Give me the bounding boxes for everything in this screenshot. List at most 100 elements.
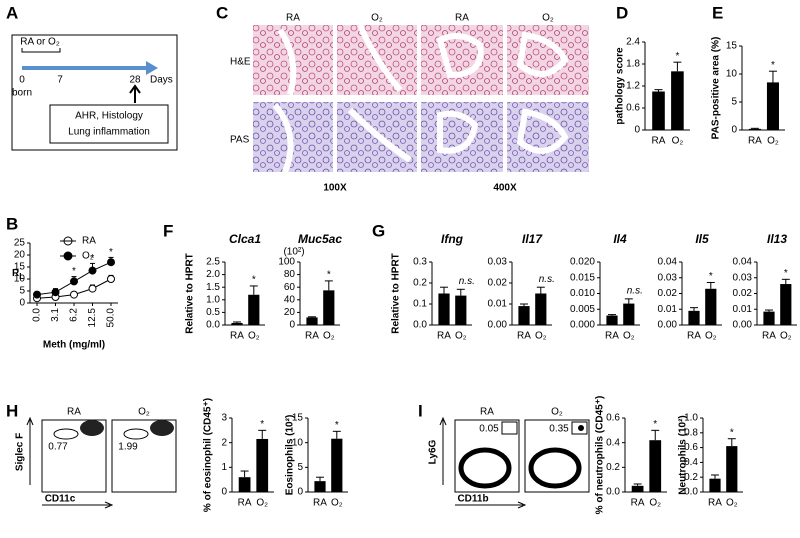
panel-letter: C: [216, 3, 228, 22]
gate-value: 0.77: [48, 442, 68, 453]
significance: *: [260, 419, 264, 430]
error-bar: [308, 316, 316, 318]
x-tick-label: O₂: [256, 498, 268, 509]
error-bar: [240, 470, 249, 478]
gate-value: 0.35: [549, 424, 569, 435]
point: [70, 277, 78, 286]
y-tick-label: 0.005: [570, 304, 595, 315]
x-tick-label: RA: [748, 136, 762, 147]
point: [51, 288, 60, 297]
x-tick-label: O₂: [331, 498, 343, 509]
gate: [501, 421, 518, 435]
error-bar: [654, 89, 663, 92]
y-tick-label: 0.03: [733, 272, 753, 283]
significance: *: [72, 266, 76, 277]
chart-title: Il13: [767, 232, 787, 246]
significance: *: [252, 275, 256, 286]
x-tick-label: O₂: [455, 331, 467, 342]
bar: [535, 293, 547, 325]
bar: [606, 315, 618, 325]
x-tick-label: RA: [605, 331, 619, 342]
y-tick-label: 10: [292, 437, 304, 448]
flow-group: O₂: [138, 407, 150, 418]
x-tick-label: RA: [708, 498, 722, 509]
y-tick-label: 0.02: [658, 288, 678, 299]
error-bar: [316, 476, 324, 482]
significance: *: [653, 419, 657, 430]
bar: [314, 481, 326, 492]
x-axis-label: Meth (mg/ml): [43, 340, 105, 351]
y-axis-label-main: R: [12, 268, 20, 279]
error-bar: [750, 127, 759, 129]
x-tick-label: 3.1: [50, 308, 61, 322]
airway: [272, 103, 569, 174]
error-bar: [765, 309, 773, 312]
bar: [256, 438, 269, 492]
y-tick-label: 0: [634, 125, 640, 136]
x-tick-label: RA: [437, 331, 451, 342]
significance: *: [109, 247, 113, 258]
y-axis-label: % of eosinophil (CD45⁺): [203, 398, 214, 512]
point: [88, 284, 97, 293]
y-tick-label: 0.01: [733, 304, 753, 315]
x-tick-label: RA: [517, 331, 531, 342]
column-label: RA: [286, 13, 300, 24]
bar: [455, 295, 467, 325]
error-bar: [324, 280, 333, 291]
bar: [652, 91, 665, 130]
y-tick-label: 0.0: [606, 487, 620, 498]
birth-label: born: [12, 88, 32, 99]
flow-xlabel: CD11b: [457, 494, 488, 505]
error-bar: [608, 314, 616, 316]
y-tick-label: 60: [284, 282, 296, 293]
y-tick-label: 0.6: [684, 442, 698, 453]
chart-title: Il4: [613, 232, 627, 246]
error-bar: [624, 298, 633, 304]
x-tick-label: O₂: [248, 331, 260, 342]
gate: [123, 428, 149, 440]
x-tick-label: O₂: [649, 498, 661, 509]
y-tick-label: 0.04: [658, 257, 678, 268]
x-tick-label: O₂: [767, 136, 779, 147]
bar: [688, 310, 700, 325]
bar: [306, 317, 318, 325]
y-tick-label: 3: [221, 413, 227, 424]
bar: [231, 322, 243, 325]
bar: [323, 290, 335, 325]
y-tick-label: 25: [14, 238, 26, 249]
x-tick-label: RA: [305, 331, 319, 342]
y-tick-label: 0.00: [488, 320, 508, 331]
panel-letter: D: [616, 3, 628, 22]
y-axis-label: pathology score: [615, 47, 626, 125]
y-tick-label: 0.2: [684, 472, 698, 483]
x-tick-label: RA: [687, 331, 701, 342]
histology-grid: [253, 23, 589, 174]
y-tick-label: 0.015: [570, 272, 595, 283]
contour: [528, 447, 582, 489]
x-tick-label: 6.2: [69, 308, 80, 322]
x-tick-label: 0.0: [32, 308, 43, 322]
y-axis-label: Eosinophils (10²): [285, 415, 296, 496]
y-tick-label: 0: [221, 487, 227, 498]
point: [107, 275, 115, 283]
y-tick-label: 1.2: [626, 81, 640, 92]
x-tick-label: 50.0: [106, 308, 117, 328]
x-tick-label: RA: [631, 498, 645, 509]
column-label: O₂: [542, 13, 554, 24]
y-tick-label: 1.0: [684, 413, 698, 424]
y-tick-label: 0.04: [733, 257, 753, 268]
x-tick-label: RA: [762, 331, 776, 342]
x-tick-label: O₂: [535, 331, 547, 342]
y-tick-label: 10: [726, 69, 738, 80]
x-tick-label: RA: [652, 136, 666, 147]
error-bar: [673, 61, 682, 72]
error-bar: [233, 321, 241, 323]
y-tick-label: 0.6: [606, 413, 620, 424]
error-bar: [440, 286, 448, 294]
readout-box: [49, 104, 169, 144]
y-axis-label: % of neutrophils (CD45⁺): [595, 396, 606, 515]
y-tick-label: 15: [14, 262, 26, 273]
point: [88, 266, 97, 275]
airway: [277, 23, 569, 96]
legend-label: RA: [82, 236, 96, 247]
